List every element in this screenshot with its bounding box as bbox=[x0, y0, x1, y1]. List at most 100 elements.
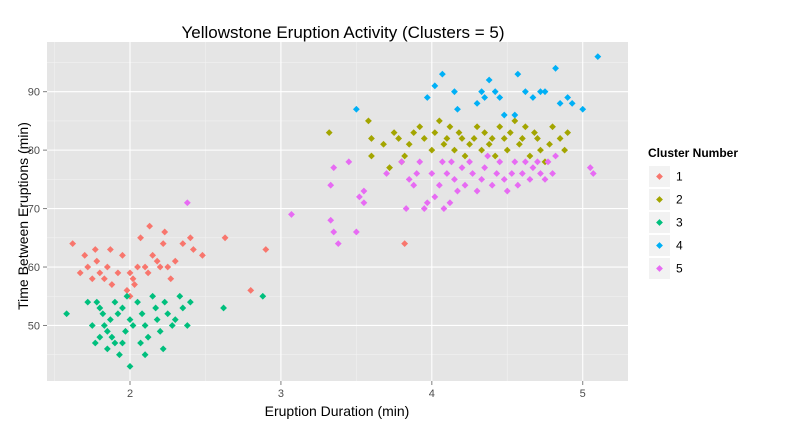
data-point-cluster-3 bbox=[171, 316, 179, 324]
data-point-cluster-2 bbox=[368, 135, 375, 142]
data-point-cluster-2 bbox=[515, 140, 523, 148]
data-point-cluster-4 bbox=[564, 94, 572, 101]
data-point-cluster-3 bbox=[138, 310, 146, 318]
x-tick-label: 5 bbox=[580, 388, 586, 400]
data-point-cluster-1 bbox=[221, 234, 229, 242]
data-point-cluster-4 bbox=[529, 94, 537, 101]
data-point-cluster-4 bbox=[485, 76, 493, 84]
data-point-cluster-5 bbox=[514, 181, 522, 189]
data-point-cluster-1 bbox=[134, 263, 141, 271]
y-tick-label: 60 bbox=[28, 262, 40, 274]
data-point-cluster-5 bbox=[534, 158, 541, 166]
data-point-cluster-1 bbox=[126, 269, 134, 277]
data-point-cluster-5 bbox=[438, 158, 446, 166]
data-point-cluster-5 bbox=[496, 158, 504, 166]
data-point-cluster-5 bbox=[423, 199, 431, 207]
legend-title: Cluster Number bbox=[648, 146, 738, 160]
data-point-cluster-2 bbox=[461, 152, 469, 160]
data-point-cluster-4 bbox=[579, 105, 587, 113]
data-point-cluster-5 bbox=[458, 164, 466, 172]
data-point-cluster-5 bbox=[521, 158, 529, 166]
data-point-cluster-5 bbox=[288, 211, 295, 218]
data-point-cluster-5 bbox=[330, 164, 338, 172]
data-point-cluster-3 bbox=[220, 304, 227, 312]
data-point-cluster-3 bbox=[179, 304, 187, 312]
data-point-cluster-3 bbox=[153, 316, 161, 324]
data-point-cluster-2 bbox=[325, 129, 333, 136]
data-point-cluster-5 bbox=[413, 170, 421, 177]
data-point-cluster-2 bbox=[537, 146, 544, 154]
data-point-cluster-2 bbox=[473, 123, 481, 131]
data-point-cluster-2 bbox=[390, 129, 398, 136]
data-point-cluster-3 bbox=[164, 310, 172, 318]
data-point-cluster-1 bbox=[164, 263, 172, 271]
data-point-cluster-1 bbox=[100, 275, 108, 283]
data-point-cluster-5 bbox=[428, 170, 436, 177]
data-point-cluster-4 bbox=[541, 88, 549, 96]
data-point-cluster-2 bbox=[518, 135, 526, 142]
data-point-cluster-3 bbox=[141, 351, 149, 359]
data-point-cluster-5 bbox=[451, 175, 458, 183]
data-point-cluster-2 bbox=[365, 117, 372, 125]
data-point-cluster-3 bbox=[84, 298, 92, 306]
data-point-cluster-4 bbox=[514, 70, 522, 78]
data-point-cluster-2 bbox=[549, 123, 556, 131]
data-point-cluster-2 bbox=[435, 117, 443, 125]
data-point-cluster-5 bbox=[360, 199, 368, 207]
data-point-cluster-1 bbox=[103, 263, 111, 271]
data-point-cluster-3 bbox=[144, 333, 152, 341]
data-point-cluster-2 bbox=[458, 135, 466, 142]
data-point-cluster-1 bbox=[141, 263, 149, 271]
data-point-cluster-5 bbox=[334, 240, 342, 248]
y-tick-label: 90 bbox=[28, 87, 40, 99]
data-point-cluster-5 bbox=[360, 187, 368, 195]
data-point-cluster-5 bbox=[345, 158, 353, 166]
data-point-cluster-1 bbox=[137, 234, 144, 242]
legend-marker-3 bbox=[656, 219, 663, 226]
data-point-cluster-2 bbox=[556, 135, 564, 142]
data-point-cluster-4 bbox=[500, 111, 508, 119]
data-point-cluster-3 bbox=[106, 316, 114, 324]
data-point-cluster-1 bbox=[81, 251, 89, 259]
data-point-cluster-2 bbox=[446, 123, 454, 131]
data-point-cluster-1 bbox=[108, 281, 116, 288]
data-point-cluster-3 bbox=[103, 345, 111, 353]
data-point-cluster-5 bbox=[466, 158, 473, 166]
data-point-cluster-1 bbox=[401, 240, 409, 248]
data-point-cluster-2 bbox=[485, 140, 493, 148]
data-point-cluster-1 bbox=[156, 263, 164, 271]
data-point-cluster-3 bbox=[134, 298, 141, 306]
data-point-cluster-1 bbox=[93, 257, 101, 265]
y-axis-title: Time Between Eruptions (min) bbox=[15, 122, 31, 310]
data-point-cluster-3 bbox=[152, 304, 160, 312]
data-point-cluster-3 bbox=[114, 310, 122, 318]
data-point-cluster-5 bbox=[589, 170, 597, 177]
data-point-cluster-5 bbox=[410, 181, 418, 189]
data-point-cluster-4 bbox=[556, 99, 564, 107]
data-point-cluster-1 bbox=[96, 269, 104, 277]
data-point-cluster-2 bbox=[506, 129, 514, 136]
data-point-cluster-5 bbox=[355, 193, 363, 201]
data-point-cluster-3 bbox=[88, 322, 96, 329]
data-point-cluster-1 bbox=[171, 257, 179, 265]
data-point-cluster-5 bbox=[481, 164, 489, 172]
data-point-cluster-3 bbox=[108, 333, 116, 341]
data-point-cluster-3 bbox=[119, 339, 126, 347]
data-point-cluster-1 bbox=[91, 246, 99, 253]
data-point-cluster-1 bbox=[153, 257, 161, 265]
data-point-cluster-4 bbox=[423, 94, 431, 101]
data-point-cluster-1 bbox=[247, 287, 255, 294]
data-point-cluster-2 bbox=[410, 129, 418, 136]
data-point-cluster-1 bbox=[131, 281, 138, 288]
data-point-cluster-4 bbox=[552, 64, 559, 72]
data-point-cluster-5 bbox=[500, 175, 508, 183]
data-point-cluster-2 bbox=[488, 135, 496, 142]
data-point-cluster-2 bbox=[526, 152, 534, 160]
legend-entries: 1 2 3 4 5 bbox=[649, 166, 683, 279]
data-point-cluster-5 bbox=[431, 193, 439, 201]
data-point-cluster-5 bbox=[541, 175, 549, 183]
y-tick-label: 70 bbox=[28, 204, 40, 216]
data-point-cluster-4 bbox=[454, 105, 461, 113]
data-point-cluster-3 bbox=[183, 322, 191, 329]
data-point-cluster-5 bbox=[405, 175, 413, 183]
